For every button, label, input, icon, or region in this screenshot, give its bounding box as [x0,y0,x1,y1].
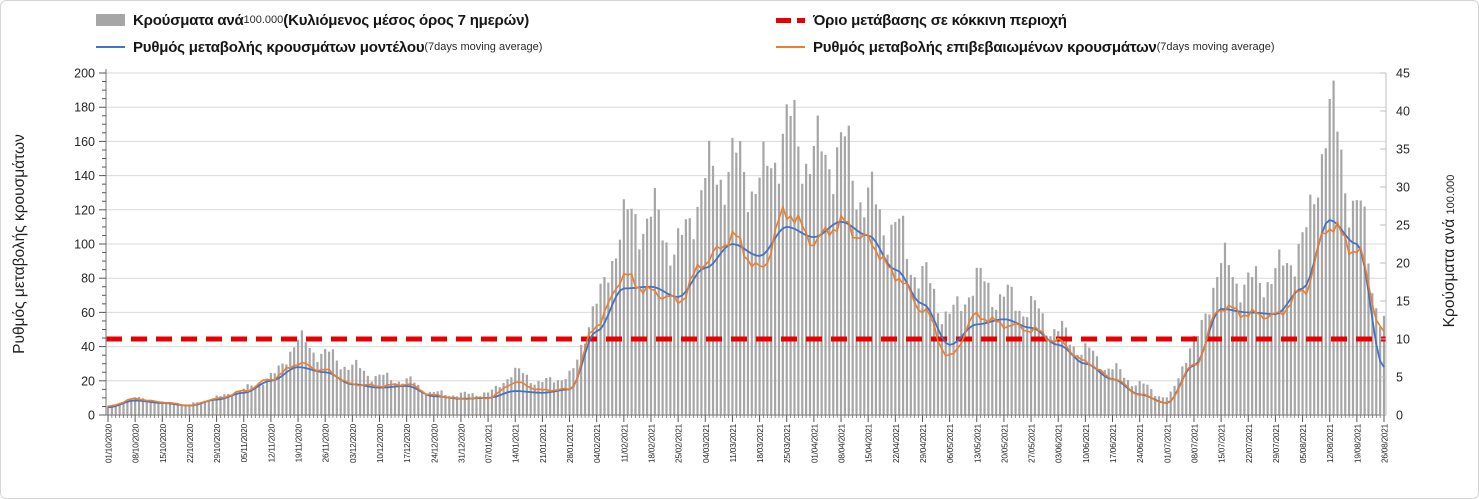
svg-text:22/07/2021: 22/07/2021 [1245,423,1254,463]
svg-text:05/08/2021: 05/08/2021 [1299,423,1308,463]
svg-text:24/06/2021: 24/06/2021 [1136,423,1145,463]
svg-text:26/08/2021: 26/08/2021 [1381,423,1390,463]
svg-text:60: 60 [81,306,95,320]
svg-text:10/12/2020: 10/12/2020 [376,423,385,463]
svg-text:22/04/2021: 22/04/2021 [892,423,901,463]
svg-text:10: 10 [1396,333,1410,347]
svg-text:25: 25 [1396,219,1410,233]
svg-text:14/01/2021: 14/01/2021 [512,423,521,463]
gray-bar-swatch [96,14,125,26]
svg-text:29/04/2021: 29/04/2021 [919,423,928,463]
blue-line-swatch [96,45,125,49]
axes [105,69,1387,416]
model-rate-line-path [107,219,1385,409]
svg-text:08/04/2021: 08/04/2021 [838,423,847,463]
svg-text:0: 0 [1396,409,1403,423]
svg-text:180: 180 [74,101,95,115]
svg-text:25/02/2021: 25/02/2021 [675,423,684,463]
svg-text:120: 120 [74,203,95,217]
svg-text:160: 160 [74,135,95,149]
svg-text:12/08/2021: 12/08/2021 [1326,423,1335,463]
legend-label: Όριο μετάβασης σε κόκκινη περιοχή [813,11,1067,29]
svg-text:07/01/2021: 07/01/2021 [485,423,494,463]
legend-label: (Κυλιόμενος μέσος όρος 7 ημερών) [283,11,530,29]
legend-item-cases-bars: Κρούσματα ανά 100.000 (Κυλιόμενος μέσος … [96,10,529,30]
svg-text:140: 140 [74,169,95,183]
legend-label-small: (7days moving average) [1156,41,1275,53]
svg-text:15/10/2020: 15/10/2020 [159,423,168,463]
svg-text:29/10/2020: 29/10/2020 [213,423,222,463]
legend-item-confirmed-rate: Ρυθμός μεταβολής επιβεβαιωμένων κρουσμάτ… [776,37,1275,57]
svg-text:15: 15 [1396,295,1410,309]
legend-label: Κρούσματα ανά [133,11,244,29]
svg-text:01/10/2020: 01/10/2020 [105,423,114,463]
svg-text:35: 35 [1396,143,1410,157]
svg-text:18/02/2021: 18/02/2021 [648,423,657,463]
svg-text:45: 45 [1396,67,1410,81]
svg-text:15/07/2021: 15/07/2021 [1218,423,1227,463]
cases-bars-group [106,80,1386,416]
svg-text:20/05/2021: 20/05/2021 [1000,423,1009,463]
svg-text:04/02/2021: 04/02/2021 [593,423,602,463]
svg-text:18/03/2021: 18/03/2021 [756,423,765,463]
left-axis-ticks: 0 20 40 60 80 100 120 140 160 180 200 [74,67,106,423]
svg-text:31/12/2020: 31/12/2020 [457,423,466,463]
svg-text:17/12/2020: 17/12/2020 [403,423,412,463]
svg-text:10/06/2021: 10/06/2021 [1082,423,1091,463]
svg-text:08/07/2021: 08/07/2021 [1191,423,1200,463]
svg-text:19/08/2021: 19/08/2021 [1353,423,1362,463]
svg-text:26/11/2020: 26/11/2020 [322,423,331,462]
svg-text:28/01/2021: 28/01/2021 [566,423,575,463]
confirmed-rate-line-path [107,205,1385,408]
svg-text:100: 100 [74,238,95,252]
svg-text:25/03/2021: 25/03/2021 [783,423,792,463]
svg-text:01/04/2021: 01/04/2021 [810,423,819,463]
svg-text:0: 0 [88,409,95,423]
svg-text:40: 40 [81,340,95,354]
svg-text:04/03/2021: 04/03/2021 [702,423,711,463]
svg-text:13/05/2021: 13/05/2021 [973,423,982,463]
orange-line-swatch [776,45,805,49]
svg-text:11/03/2021: 11/03/2021 [729,423,738,462]
svg-text:20: 20 [81,374,95,388]
svg-text:03/12/2020: 03/12/2020 [349,423,358,463]
svg-text:22/10/2020: 22/10/2020 [186,423,195,463]
svg-text:27/05/2021: 27/05/2021 [1028,423,1037,463]
svg-text:200: 200 [74,67,95,81]
svg-text:21/01/2021: 21/01/2021 [539,423,548,463]
svg-text:17/06/2021: 17/06/2021 [1109,423,1118,463]
legend-label-small: 100.000 [243,14,284,26]
svg-text:5: 5 [1396,371,1403,385]
svg-text:06/05/2021: 06/05/2021 [946,423,955,463]
legend-label-small: (7days moving average) [424,41,543,53]
svg-text:03/06/2021: 03/06/2021 [1055,423,1064,463]
right-axis-ticks: 0 5 10 15 20 25 30 35 40 45 [1380,67,1410,423]
svg-text:01/07/2021: 01/07/2021 [1163,423,1172,463]
svg-text:80: 80 [81,272,95,286]
svg-text:08/10/2020: 08/10/2020 [132,423,141,463]
red-dash-swatch [776,17,805,23]
svg-text:29/07/2021: 29/07/2021 [1272,423,1281,463]
svg-text:12/11/2020: 12/11/2020 [267,423,276,462]
legend-item-model-rate: Ρυθμός μεταβολής κρουσμάτων μοντέλου (7d… [96,37,542,57]
svg-text:15/04/2021: 15/04/2021 [865,423,874,463]
svg-text:30: 30 [1396,181,1410,195]
svg-text:11/02/2021: 11/02/2021 [620,423,629,462]
legend-item-threshold: Όριο μετάβασης σε κόκκινη περιοχή [776,10,1067,30]
legend-label: Ρυθμός μεταβολής επιβεβαιωμένων κρουσμάτ… [813,38,1157,56]
svg-text:40: 40 [1396,105,1410,119]
svg-text:20: 20 [1396,257,1410,271]
svg-text:24/12/2020: 24/12/2020 [430,423,439,463]
x-axis-labels: 01/10/2020 08/10/2020 15/10/2020 22/10/2020… [105,423,1390,463]
svg-text:19/11/2020: 19/11/2020 [295,423,304,462]
x-axis-ticks [107,415,1385,422]
svg-text:05/11/2020: 05/11/2020 [240,423,249,462]
legend-label: Ρυθμός μεταβολής κρουσμάτων μοντέλου [133,38,425,56]
